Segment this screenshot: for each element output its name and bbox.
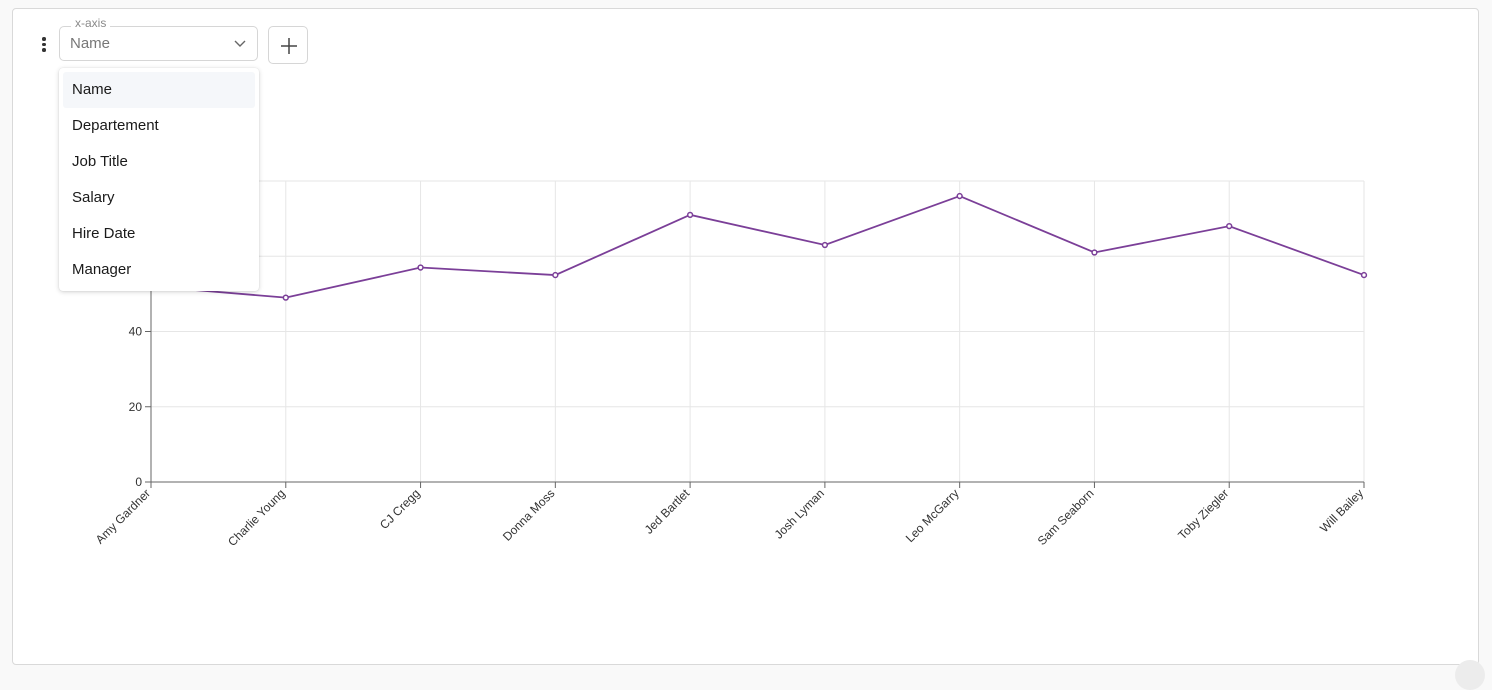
x-tick-label: Josh Lyman	[772, 486, 827, 541]
data-point	[1091, 249, 1098, 256]
x-axis-label: x-axis	[71, 16, 111, 30]
dropdown-option[interactable]: Departement	[72, 117, 159, 134]
x-axis-dropdown: Name Departement Job Title Salary Hire Date M…	[59, 68, 259, 291]
dropdown-option[interactable]: Salary	[72, 189, 115, 206]
x-tick-label: Amy Gardner	[93, 486, 153, 546]
x-tick-label: Jed Bartlet	[642, 486, 693, 537]
x-tick-label: Will Bailey	[1317, 486, 1366, 535]
data-point	[1360, 271, 1368, 279]
dropdown-option[interactable]: Hire Date	[72, 225, 136, 242]
corner-widget	[1455, 660, 1485, 690]
x-axis-select[interactable]: Name	[59, 26, 258, 61]
data-point	[956, 192, 963, 200]
data-point	[821, 241, 829, 249]
x-tick-label: Leo McGarry	[903, 486, 962, 545]
dropdown-option[interactable]: Manager	[72, 261, 132, 278]
data-point	[552, 271, 559, 279]
x-tick-label: Charlie Young	[225, 486, 288, 549]
y-tick-label: 40	[129, 325, 143, 339]
data-point	[282, 294, 289, 301]
dropdown-option[interactable]: Job Title	[72, 153, 128, 170]
x-tick-label: Donna Moss	[500, 486, 558, 544]
chevron-down-icon	[234, 40, 246, 47]
data-point	[1226, 223, 1233, 230]
plus-icon	[281, 38, 297, 54]
data-point	[417, 264, 424, 271]
add-button[interactable]	[268, 26, 308, 64]
x-tick-label: CJ Cregg	[377, 486, 423, 532]
dropdown-option[interactable]: Name	[63, 72, 255, 108]
y-tick-label: 0	[135, 475, 142, 489]
series-line	[150, 195, 1365, 299]
kebab-menu-icon[interactable]	[38, 34, 50, 54]
x-tick-label: Toby Ziegler	[1175, 486, 1231, 542]
y-tick-label: 20	[129, 400, 143, 414]
data-point	[686, 211, 694, 219]
x-axis-select-value: Name	[70, 35, 111, 52]
x-tick-label: Sam Seaborn	[1035, 486, 1097, 548]
